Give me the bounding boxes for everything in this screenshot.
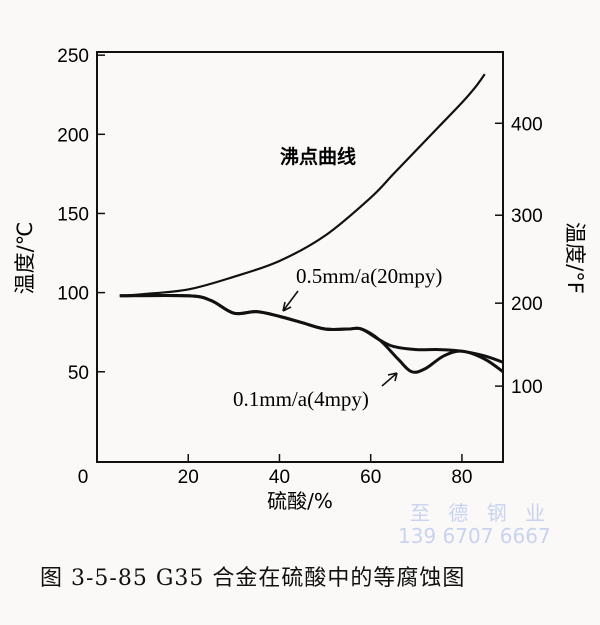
series-label-0.5mm: 0.5mm/a(20mpy) [296, 264, 442, 288]
arrow-0.1mm [381, 372, 398, 387]
y-tick-label: 250 [57, 46, 89, 67]
series-line-1 [119, 293, 504, 364]
x-tick-label: 60 [360, 467, 381, 488]
y-right-tick-label: 300 [511, 206, 543, 227]
x-tick-label: 20 [178, 467, 199, 488]
y-tick-label: 100 [57, 284, 89, 305]
series-line-0 [119, 73, 486, 297]
y-tick-label: 200 [57, 125, 89, 146]
figure-caption: 图 3-5-85 G35 合金在硫酸中的等腐蚀图 [40, 566, 466, 591]
series-label-boiling: 沸点曲线 [280, 145, 356, 168]
x-tick-label: 40 [269, 467, 290, 488]
y-tick-label: 50 [68, 363, 89, 384]
series-line-2 [119, 293, 504, 374]
x-tick-label: 80 [451, 467, 472, 488]
series-label-0.1mm: 0.1mm/a(4mpy) [233, 387, 369, 411]
chart-svg: 0 20 40 60 80 50 100 150 200 250 100 200 300 400 硫酸/% 温… [13, 46, 587, 513]
x-axis-label: 硫酸/% [267, 489, 333, 513]
watermark-name: 至 德 钢 业 [410, 501, 552, 525]
y-right-tick-label: 100 [511, 377, 543, 398]
watermark-phone: 139 6707 6667 [398, 524, 551, 548]
plot-frame [96, 51, 504, 463]
y-axis-label: 温度/℃ [13, 222, 37, 295]
arrow-0.5mm [282, 290, 299, 312]
x-tick-label: 0 [78, 467, 89, 488]
y-tick-label: 150 [57, 204, 89, 225]
y-right-axis-label: 温度/°F [563, 222, 587, 294]
y-right-tick-label: 200 [511, 294, 543, 315]
y-right-tick-label: 400 [511, 114, 543, 135]
